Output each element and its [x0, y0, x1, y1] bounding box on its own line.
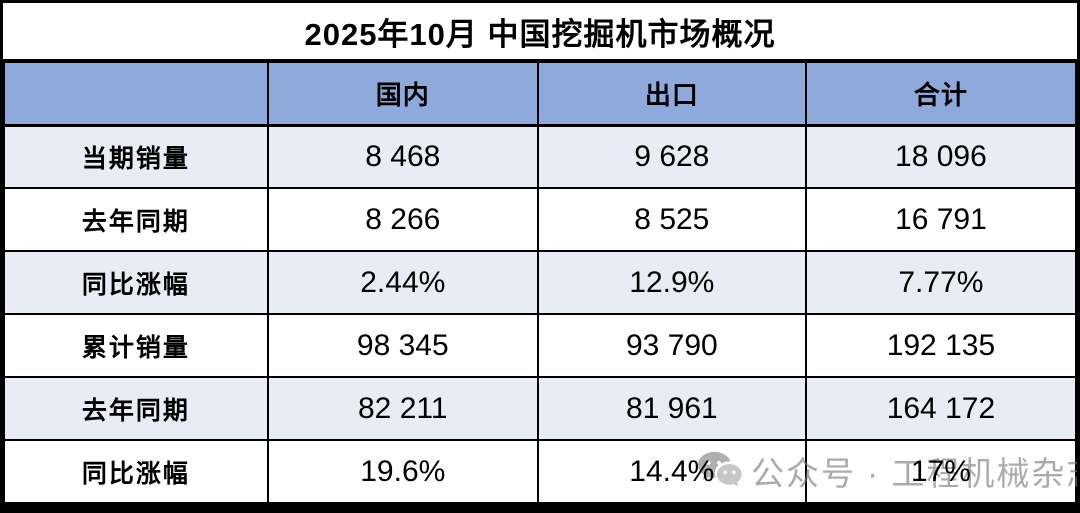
cell-export: 8 525	[536, 187, 807, 252]
cell-export: 12.9%	[536, 250, 807, 315]
row-label: 去年同期	[3, 187, 269, 252]
row-label: 累计销量	[3, 313, 269, 378]
row-label: 当期销量	[3, 124, 269, 189]
row-label: 去年同期	[3, 376, 269, 441]
table-row-cumulative-last-year: 去年同期 82 211 81 961 164 172	[3, 376, 1077, 441]
table-row-yoy-growth: 同比涨幅 2.44% 12.9% 7.77%	[3, 250, 1077, 315]
cell-domestic: 8 468	[266, 124, 539, 189]
cell-domestic: 98 345	[266, 313, 539, 378]
table-row-last-year-same-period: 去年同期 8 266 8 525 16 791	[3, 187, 1077, 252]
col-header-total: 合计	[804, 61, 1077, 127]
col-header-blank	[3, 61, 269, 127]
col-header-export: 出口	[536, 61, 807, 127]
cell-domestic: 2.44%	[266, 250, 539, 315]
cell-export: 81 961	[536, 376, 807, 441]
cell-total: 17%	[804, 439, 1077, 504]
cell-domestic: 82 211	[266, 376, 539, 441]
cell-total: 18 096	[804, 124, 1077, 189]
cell-total: 7.77%	[804, 250, 1077, 315]
row-label: 同比涨幅	[3, 439, 269, 504]
table-row-cumulative-yoy-growth: 同比涨幅 19.6% 14.4% 17%	[3, 439, 1077, 504]
table-row-current-sales: 当期销量 8 468 9 628 18 096	[3, 124, 1077, 189]
cell-total: 16 791	[804, 187, 1077, 252]
cell-export: 93 790	[536, 313, 807, 378]
col-header-domestic: 国内	[266, 61, 539, 127]
cell-domestic: 19.6%	[266, 439, 539, 504]
cell-export: 14.4%	[536, 439, 807, 504]
cell-total: 164 172	[804, 376, 1077, 441]
market-table: 国内 出口 合计 当期销量 8 468 9 628 18 096 去年同期 8 …	[3, 61, 1077, 504]
row-label: 同比涨幅	[3, 250, 269, 315]
cell-export: 9 628	[536, 124, 807, 189]
page-title: 2025年10月 中国挖掘机市场概况	[3, 3, 1077, 61]
header-row: 国内 出口 合计	[3, 61, 1077, 127]
table-row-cumulative-sales: 累计销量 98 345 93 790 192 135	[3, 313, 1077, 378]
cell-total: 192 135	[804, 313, 1077, 378]
cell-domestic: 8 266	[266, 187, 539, 252]
